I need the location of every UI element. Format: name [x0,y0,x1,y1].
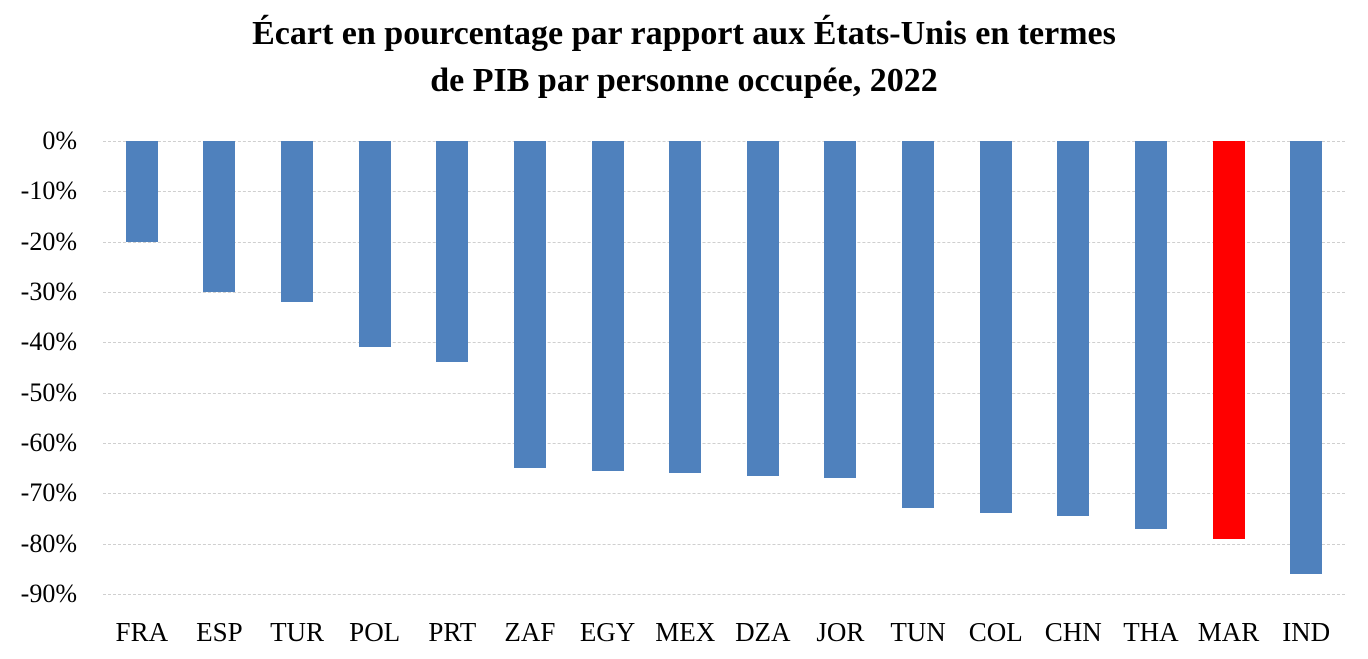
bar-prt [436,141,469,363]
y-tick-label: -60% [20,428,77,457]
x-tick-label-pol: POL [349,617,401,647]
x-tick-label-tha: THA [1123,617,1179,647]
x-tick-label-mex: MEX [655,617,716,647]
gridline [103,342,1345,344]
x-tick-label-chn: CHN [1044,617,1102,647]
bar-tun [902,141,935,509]
gridline [103,191,1345,193]
x-tick-label-dza: DZA [735,617,791,647]
gridline [103,241,1345,243]
gridline [103,141,1345,142]
gridline [103,493,1345,495]
bar-chn [1057,141,1090,516]
bar-tha [1134,141,1167,529]
bar-egy [591,141,624,471]
gridline [103,392,1345,394]
bar-ind [1290,141,1323,574]
x-tick-label-tun: TUN [890,617,946,647]
x-axis: FRA ESP TUR POL PRT ZAF EGY MEX DZA JOR TUN COL CHN T… [103,615,1345,655]
bar-fra [125,141,158,242]
chart-title-line2: de PIB par personne occupée, 2022 [430,62,938,99]
x-tick-label-ind: IND [1282,617,1331,647]
x-tick-label-prt: PRT [428,617,477,647]
chart-title-line1: Écart en pourcentage par rapport aux Éta… [252,15,1116,52]
gridline [103,443,1345,444]
y-tick-label: -10% [20,176,77,206]
x-tick-label-egy: EGY [579,617,636,647]
x-tick-label-esp: ESP [196,617,243,647]
bar-pol [358,141,391,348]
x-tick-label-zaf: ZAF [504,617,556,647]
bar-zaf [513,141,546,469]
y-tick-label: -90% [20,579,77,608]
y-tick-label: -20% [20,226,77,256]
x-tick-label-mar: MAR [1197,617,1260,647]
x-tick-label-tur: TUR [270,617,325,647]
x-tick-label-col: COL [968,617,1023,647]
y-tick-label: -50% [20,377,77,407]
y-tick-label: -30% [20,277,77,306]
bar-col [979,141,1012,514]
x-tick-label-jor: JOR [816,617,865,647]
y-axis: 0% -10% -20% -30% -40% -50% -60% -70% -80% -90% [0,128,77,607]
bar-esp [203,141,236,292]
y-tick-label: -80% [20,528,77,558]
y-tick-label: -70% [20,478,77,508]
bar-mar [1212,141,1245,539]
bar-mex [669,141,702,474]
gridline [103,543,1345,545]
x-tick-label-fra: FRA [115,617,169,647]
bar-jor [824,141,857,479]
chart-title: Écart en pourcentage par rapport aux Éta… [0,10,1368,104]
gridline [103,292,1345,293]
y-tick-label: -40% [20,327,77,357]
bar-tur [281,141,314,303]
bar-dza [746,141,779,476]
plot-area [103,141,1345,595]
y-tick-label: 0% [42,126,77,155]
gridline [103,594,1345,595]
